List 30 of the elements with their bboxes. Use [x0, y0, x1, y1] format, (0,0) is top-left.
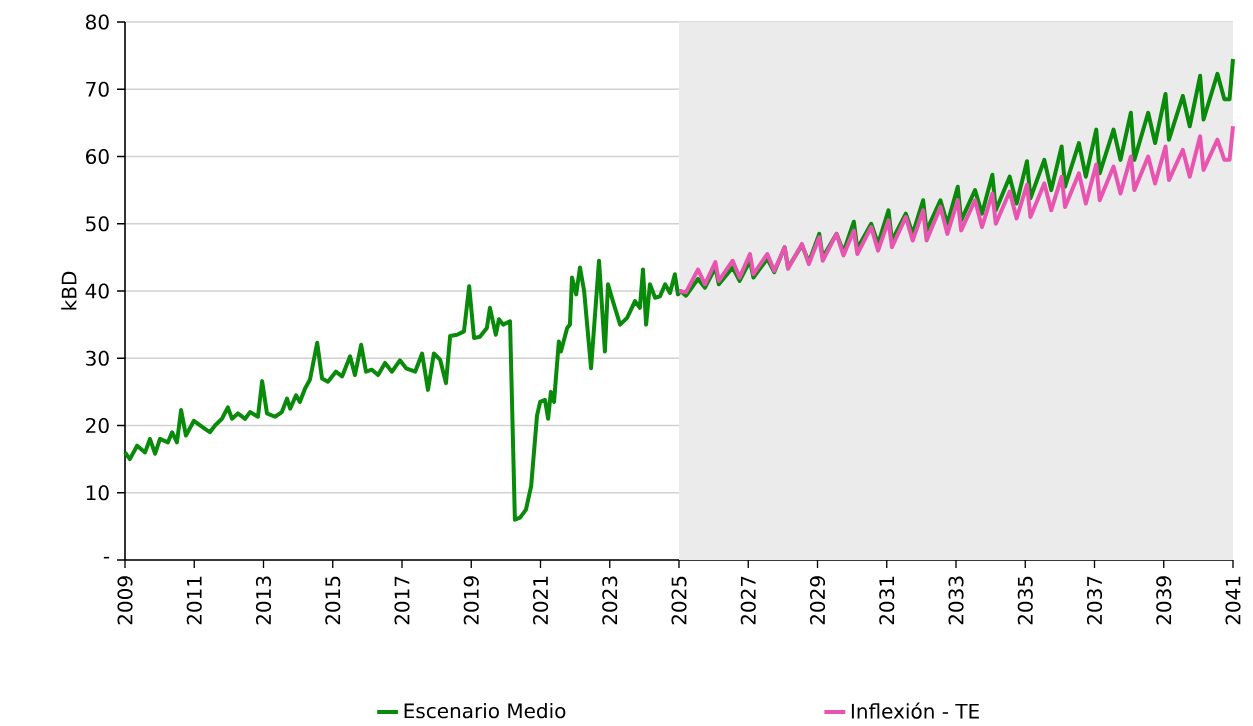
x-tick-label: 2009: [117, 576, 133, 625]
x-tick-label: 2027: [740, 576, 756, 625]
y-tick-label: 10: [86, 485, 109, 501]
x-tick-label: 2015: [325, 576, 341, 625]
y-tick-label: 70: [86, 81, 109, 97]
y-tick-label: 30: [86, 350, 109, 366]
y-axis-title: kBD: [61, 271, 77, 310]
x-tick-label: 2037: [1086, 576, 1103, 625]
x-tick-label: 2041: [1225, 576, 1241, 625]
x-tick-label: 2031: [879, 576, 895, 625]
y-tick-label: 60: [86, 148, 109, 165]
x-tick-label: 2013: [255, 576, 272, 625]
y-tick-label: 50: [86, 216, 109, 232]
x-tick-label: 2025: [671, 576, 687, 625]
x-tick-label: 2033: [948, 576, 964, 625]
y-tick-label: 40: [85, 283, 109, 299]
x-tick-label: 2017: [394, 576, 410, 625]
legend-label: Inflexión - TE: [851, 702, 979, 719]
legend-label: Escenario Medio: [404, 702, 566, 719]
x-tick-label: 2011: [186, 576, 202, 625]
y-tick-label: 20: [86, 417, 109, 434]
y-tick-label: 80: [85, 14, 109, 30]
x-tick-label: 2035: [1017, 576, 1033, 625]
x-tick-label: 2023: [602, 576, 618, 625]
y-tick-label: -: [103, 556, 110, 559]
line-series: [677, 124, 1235, 295]
x-tick-label: 2039: [1156, 576, 1172, 625]
x-tick-label: 2019: [463, 576, 479, 625]
x-tick-label: 2021: [532, 576, 549, 625]
x-tick-label: 2029: [809, 576, 826, 625]
